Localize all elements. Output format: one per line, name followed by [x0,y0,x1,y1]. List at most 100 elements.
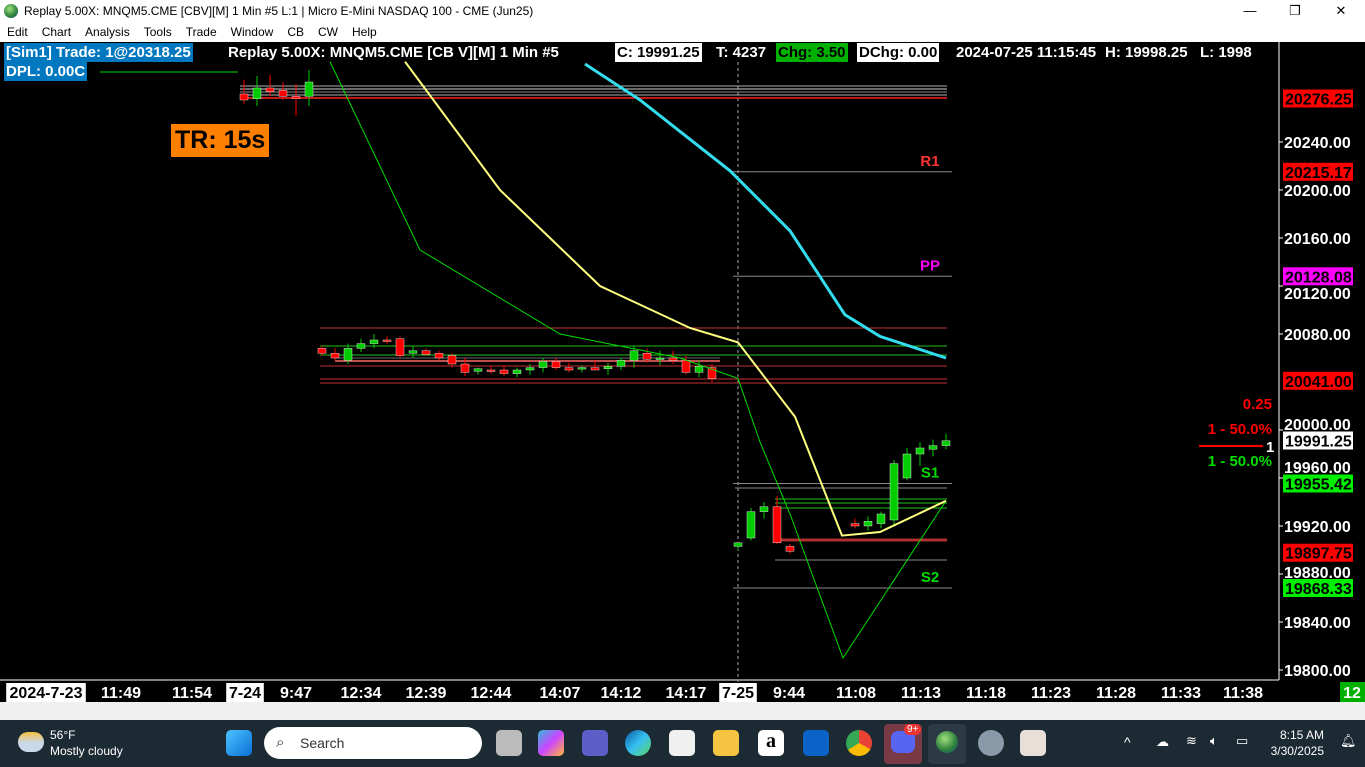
candle-body [278,90,288,97]
chevron-up-icon[interactable]: ^ [1124,734,1131,750]
menu-analysis[interactable]: Analysis [85,25,130,39]
start-icon[interactable] [226,730,252,756]
volume-icon[interactable]: 🔈︎ [1210,733,1218,748]
candle-body [330,353,340,359]
candle-body [746,511,756,539]
candle-body [694,366,704,373]
change-value: Chg: 3.50 [776,43,848,62]
price-tick-label: 19880.00 [1284,565,1351,582]
menu-window[interactable]: Window [230,25,274,39]
time-label: 7-24 [229,685,261,702]
time-label: 11:54 [172,685,212,702]
weather-icon[interactable] [18,732,44,752]
notification-bell-icon[interactable]: 🔔︎ [1340,733,1357,748]
pivot-label-r1: R1 [920,153,939,170]
candle-body [252,87,262,100]
bar-timer: TR: 15s [171,124,270,157]
menu-edit[interactable]: Edit [7,25,28,39]
menu-cb[interactable]: CB [287,25,304,39]
price-marker-label: 20041.00 [1285,374,1352,391]
amazon-icon[interactable]: a [758,730,784,756]
cloud-icon[interactable]: ☁ [1156,734,1169,749]
price-tick-label: 19800.00 [1284,663,1351,680]
price-tick-label: 20000.00 [1284,417,1351,434]
time-label: 9:44 [773,685,805,702]
candle-body [239,93,249,101]
store-icon[interactable] [669,730,695,756]
discord-button[interactable]: 9+ [884,724,922,764]
close-button[interactable]: ✕ [1335,3,1347,18]
minimize-button[interactable]: — [1243,3,1257,18]
date-label-bg [6,683,86,702]
price-chart[interactable]: R1 PP S1 S2 20240.00 20200.00 20160.00 20120.00… [0,42,1365,702]
candle-body [343,348,353,361]
discord-icon [891,731,915,753]
sierra-chart-button[interactable] [928,724,966,764]
taskbar-search[interactable]: ⌕ Search [264,727,482,759]
time-label: 14:17 [666,685,707,702]
candle-body [551,361,561,368]
price-marker-bg [1283,474,1353,493]
price-tick-label: 20240.00 [1284,135,1351,152]
file-explorer-icon[interactable] [713,730,739,756]
teams-icon[interactable] [582,730,608,756]
price-marker-bg [1283,543,1353,562]
moving-average-yellow [404,61,947,537]
edge-icon[interactable] [625,730,651,756]
battery-icon[interactable]: ▭ [1236,733,1249,748]
time-label: 12:44 [471,685,512,702]
menu-help[interactable]: Help [352,25,377,39]
price-marker-bg [1283,267,1353,286]
position-qty: 1 [1266,439,1274,456]
candle-body [902,453,912,479]
candle-body [915,447,925,455]
price-tick-label: 19920.00 [1284,519,1351,536]
menu-bar: Edit Chart Analysis Tools Trade Window C… [0,22,1365,42]
candle-body [473,368,483,372]
candle-body [850,523,860,527]
maximize-button[interactable]: ❐ [1289,3,1301,18]
candle-body [655,357,665,360]
close-price: C: 19991.25 [615,43,702,62]
high-price: H: 19998.25 [1105,44,1188,61]
price-tick-label: 20080.00 [1284,327,1351,344]
menu-trade[interactable]: Trade [185,25,217,39]
chart-canvas[interactable]: R1 PP S1 S2 20240.00 20200.00 20160.00 20120.00… [0,42,1365,702]
time-label: 7-25 [722,685,754,702]
clock-time[interactable]: 8:15 AM [1279,728,1324,742]
time-label: 2024-7-23 [10,685,83,702]
menu-tools[interactable]: Tools [143,25,172,39]
menu-chart[interactable]: Chart [41,25,72,39]
candle-body [668,357,678,361]
wifi-icon[interactable]: ≋ [1186,733,1197,748]
candle-body [863,521,873,527]
price-marker-label: 19991.25 [1285,434,1352,451]
time-label: 11:08 [836,685,876,702]
menu-cw[interactable]: CW [318,25,338,39]
chrome-icon[interactable] [846,730,872,756]
tick-size-label: 0.25 [1243,396,1272,413]
settings-icon[interactable] [978,730,1004,756]
candle-body [928,445,938,450]
price-tick-label: 20120.00 [1284,286,1351,303]
app-icon[interactable] [1020,730,1046,756]
candle-body [564,367,574,371]
price-marker-bg [1283,162,1353,181]
candle-body [681,360,691,373]
globe-icon [936,731,958,753]
task-view-icon[interactable] [496,730,522,756]
date-label-bg [719,683,757,702]
weather-temp[interactable]: 56°F [50,728,76,742]
time-label: 11:49 [101,685,141,702]
sell-order-label: 1 - 50.0% [1208,421,1272,438]
time-label: 12:39 [406,685,447,702]
clock-date[interactable]: 3/30/2025 [1270,744,1324,758]
outlook-icon[interactable] [803,730,829,756]
copilot-icon[interactable] [538,730,564,756]
time-label: 11:38 [1223,685,1263,702]
candle-body [408,350,418,354]
weather-text[interactable]: Mostly cloudy [50,744,123,758]
candle-body [447,355,457,365]
candle-body [291,96,301,100]
trade-info: [Sim1] Trade: 1@20318.25 [4,43,193,62]
